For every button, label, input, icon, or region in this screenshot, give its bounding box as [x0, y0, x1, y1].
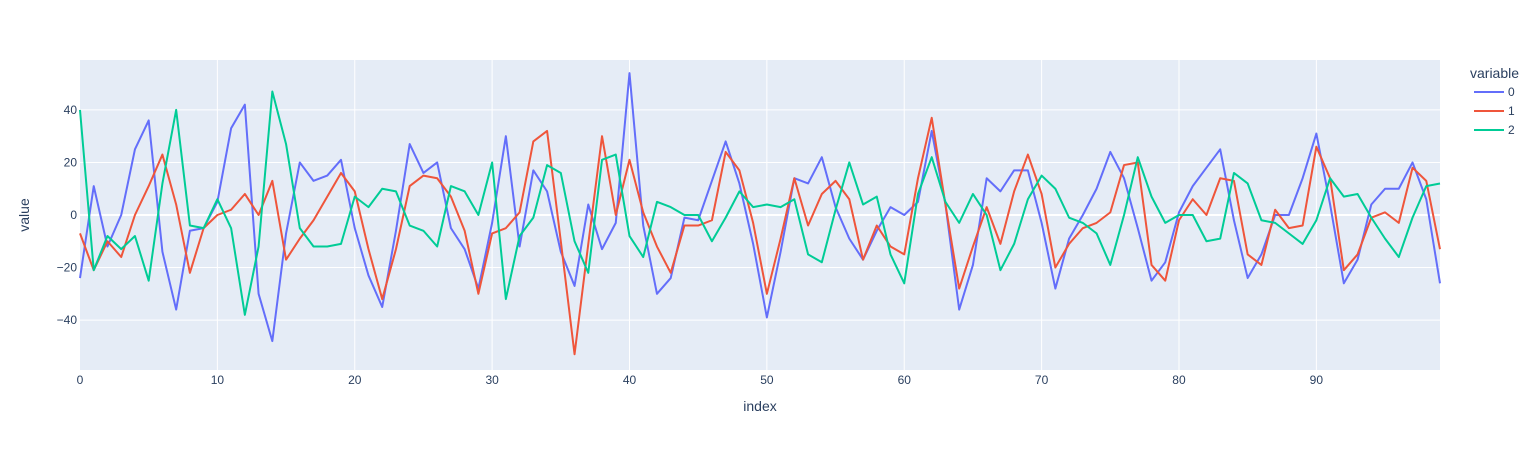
- x-tick-label: 40: [623, 373, 637, 387]
- x-tick-label: 90: [1310, 373, 1324, 387]
- y-tick-label: −40: [57, 313, 78, 327]
- legend-item-0[interactable]: 0: [1474, 85, 1515, 99]
- x-tick-labels: 0 10 20 30 40 50 60 70 80 90: [77, 373, 1324, 387]
- legend-item-1[interactable]: 1: [1474, 104, 1515, 118]
- x-tick-label: 80: [1172, 373, 1186, 387]
- y-axis-title: value: [16, 198, 32, 232]
- x-tick-label: 70: [1035, 373, 1049, 387]
- y-tick-label: 40: [64, 103, 78, 117]
- legend-label: 2: [1508, 123, 1515, 137]
- legend-label: 1: [1508, 104, 1515, 118]
- x-tick-label: 10: [211, 373, 225, 387]
- y-tick-label: 20: [64, 155, 78, 169]
- y-tick-label: 0: [70, 208, 77, 222]
- x-axis-title: index: [743, 398, 776, 414]
- x-tick-label: 20: [348, 373, 362, 387]
- x-tick-label: 0: [77, 373, 84, 387]
- series-line-2: [79, 90, 1441, 316]
- y-tick-labels: −40 −20 0 20 40: [57, 103, 78, 327]
- legend-items: 0 1 2: [1474, 85, 1515, 137]
- x-tick-label: 60: [898, 373, 912, 387]
- legend-item-2[interactable]: 2: [1474, 123, 1515, 137]
- legend-label: 0: [1508, 85, 1515, 99]
- y-tick-label: −20: [57, 261, 78, 275]
- legend: variable 0 1 2: [1470, 65, 1519, 137]
- series-line-0: [79, 72, 1441, 343]
- series-lines: [79, 72, 1441, 356]
- x-tick-label: 50: [760, 373, 774, 387]
- x-tick-label: 30: [485, 373, 499, 387]
- legend-title: variable: [1470, 65, 1519, 81]
- y-gridlines: [80, 109, 1440, 321]
- series-line-1: [79, 116, 1441, 356]
